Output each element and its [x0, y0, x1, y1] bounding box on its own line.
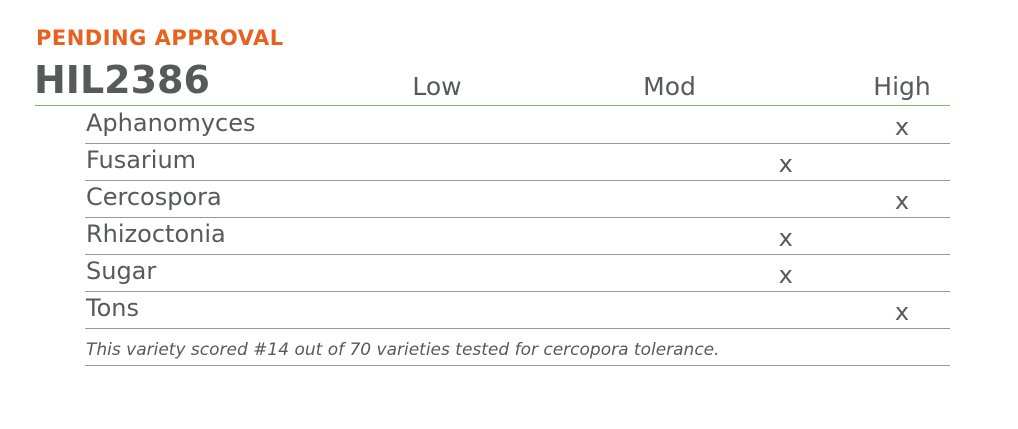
status: PENDING APPROVAL: [36, 26, 284, 50]
row-label: Rhizoctonia: [86, 220, 226, 248]
rating-mark: x: [894, 113, 910, 141]
footnote: This variety scored #14 out of 70 variet…: [86, 340, 720, 360]
column-header: High: [873, 72, 931, 101]
rating-mark: x: [778, 224, 793, 252]
rating-mark: x: [894, 187, 910, 215]
row-label: Sugar: [86, 257, 157, 285]
row-label: Fusarium: [86, 146, 197, 174]
row-line: [85, 291, 950, 292]
title: HIL2386: [34, 58, 210, 102]
row-line: [85, 254, 950, 255]
footnote-line: [85, 365, 950, 366]
row-line: [85, 180, 950, 181]
row-label: Aphanomyces: [86, 109, 256, 137]
rating-mark: x: [778, 150, 793, 178]
rating-mark: x: [894, 298, 910, 326]
column-header: Low: [412, 72, 462, 101]
row-label: Cercospora: [86, 183, 222, 211]
column-header: Mod: [643, 72, 696, 101]
header-rule: [35, 105, 950, 106]
row-line: [85, 143, 950, 144]
row-line: [85, 217, 950, 218]
rating-mark: x: [778, 261, 793, 289]
row-label: Tons: [86, 294, 139, 322]
row-line: [85, 328, 950, 329]
